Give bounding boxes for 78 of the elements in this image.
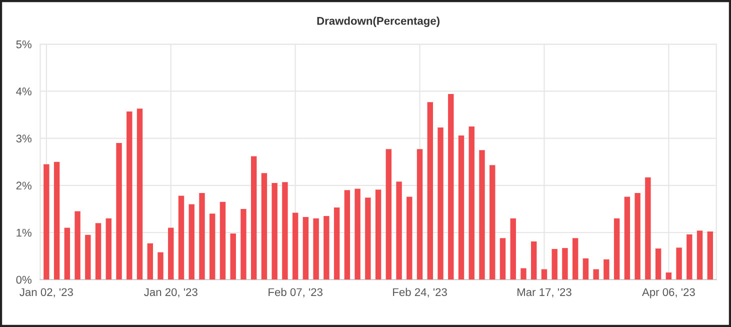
bar — [116, 143, 122, 280]
bar — [292, 212, 298, 280]
bar — [416, 149, 423, 280]
x-tick-label: Feb 24, '23 — [393, 288, 447, 298]
bar — [136, 108, 143, 280]
bar — [168, 228, 174, 280]
bar — [261, 173, 268, 280]
bar — [666, 272, 672, 280]
bar — [95, 223, 102, 280]
bar — [427, 102, 433, 280]
bar — [552, 248, 558, 280]
x-tick-label: Mar 17, '23 — [518, 288, 572, 298]
bar — [593, 269, 599, 280]
y-tick-label: 0% — [16, 276, 32, 284]
bar — [562, 248, 568, 280]
bar — [438, 127, 444, 280]
bar — [313, 218, 319, 280]
y-tick-label: 2% — [16, 182, 32, 190]
bar — [210, 214, 216, 280]
bar — [188, 204, 194, 280]
bar — [655, 248, 662, 280]
bar — [541, 269, 548, 280]
bar — [302, 216, 309, 280]
bar — [520, 268, 526, 280]
y-tick-label: 3% — [16, 134, 32, 142]
bar — [334, 208, 340, 280]
y-tick-label: 1% — [16, 228, 32, 237]
bar — [510, 218, 516, 280]
bar — [220, 202, 226, 280]
bar — [531, 241, 537, 280]
bar — [375, 190, 382, 280]
bar — [582, 258, 589, 280]
bar — [448, 94, 454, 280]
x-tick-label: Apr 06, '23 — [642, 288, 695, 298]
bar — [344, 190, 350, 280]
bar — [74, 211, 80, 280]
bar — [85, 234, 91, 280]
bar — [44, 164, 50, 280]
bar — [500, 238, 506, 280]
bar — [147, 243, 153, 280]
bar — [707, 232, 714, 280]
chart-title: Drawdown(Percentage) — [317, 16, 440, 28]
bar — [354, 188, 360, 280]
bar — [386, 149, 392, 280]
bar — [696, 230, 703, 280]
bar — [324, 216, 330, 280]
bar — [686, 234, 692, 280]
x-tick-label: Jan 02, '23 — [20, 288, 73, 298]
bar — [645, 177, 651, 280]
bar — [604, 259, 610, 280]
bar — [365, 198, 371, 280]
bar — [106, 218, 112, 280]
bar — [406, 196, 412, 280]
bar — [199, 192, 205, 280]
bar — [158, 252, 164, 280]
bar — [282, 182, 288, 280]
bar — [490, 165, 496, 280]
y-tick-label: 5% — [16, 40, 32, 48]
bar — [178, 196, 184, 280]
x-tick-label: Jan 20, '23 — [144, 288, 198, 298]
bar — [396, 182, 402, 280]
bar — [614, 218, 620, 280]
bar — [676, 248, 682, 280]
bar — [230, 233, 236, 280]
bar — [479, 150, 485, 280]
bar — [126, 111, 132, 280]
bar — [240, 208, 246, 280]
bar — [458, 135, 464, 280]
y-tick-label: 4% — [16, 88, 32, 96]
bar — [64, 228, 70, 280]
bar — [250, 156, 257, 280]
bar — [54, 162, 60, 280]
x-tick-label: Feb 07, '23 — [268, 288, 322, 298]
bar — [272, 183, 278, 280]
bar — [624, 196, 630, 280]
bar — [572, 238, 578, 280]
bar — [634, 192, 640, 280]
bar — [468, 126, 474, 280]
